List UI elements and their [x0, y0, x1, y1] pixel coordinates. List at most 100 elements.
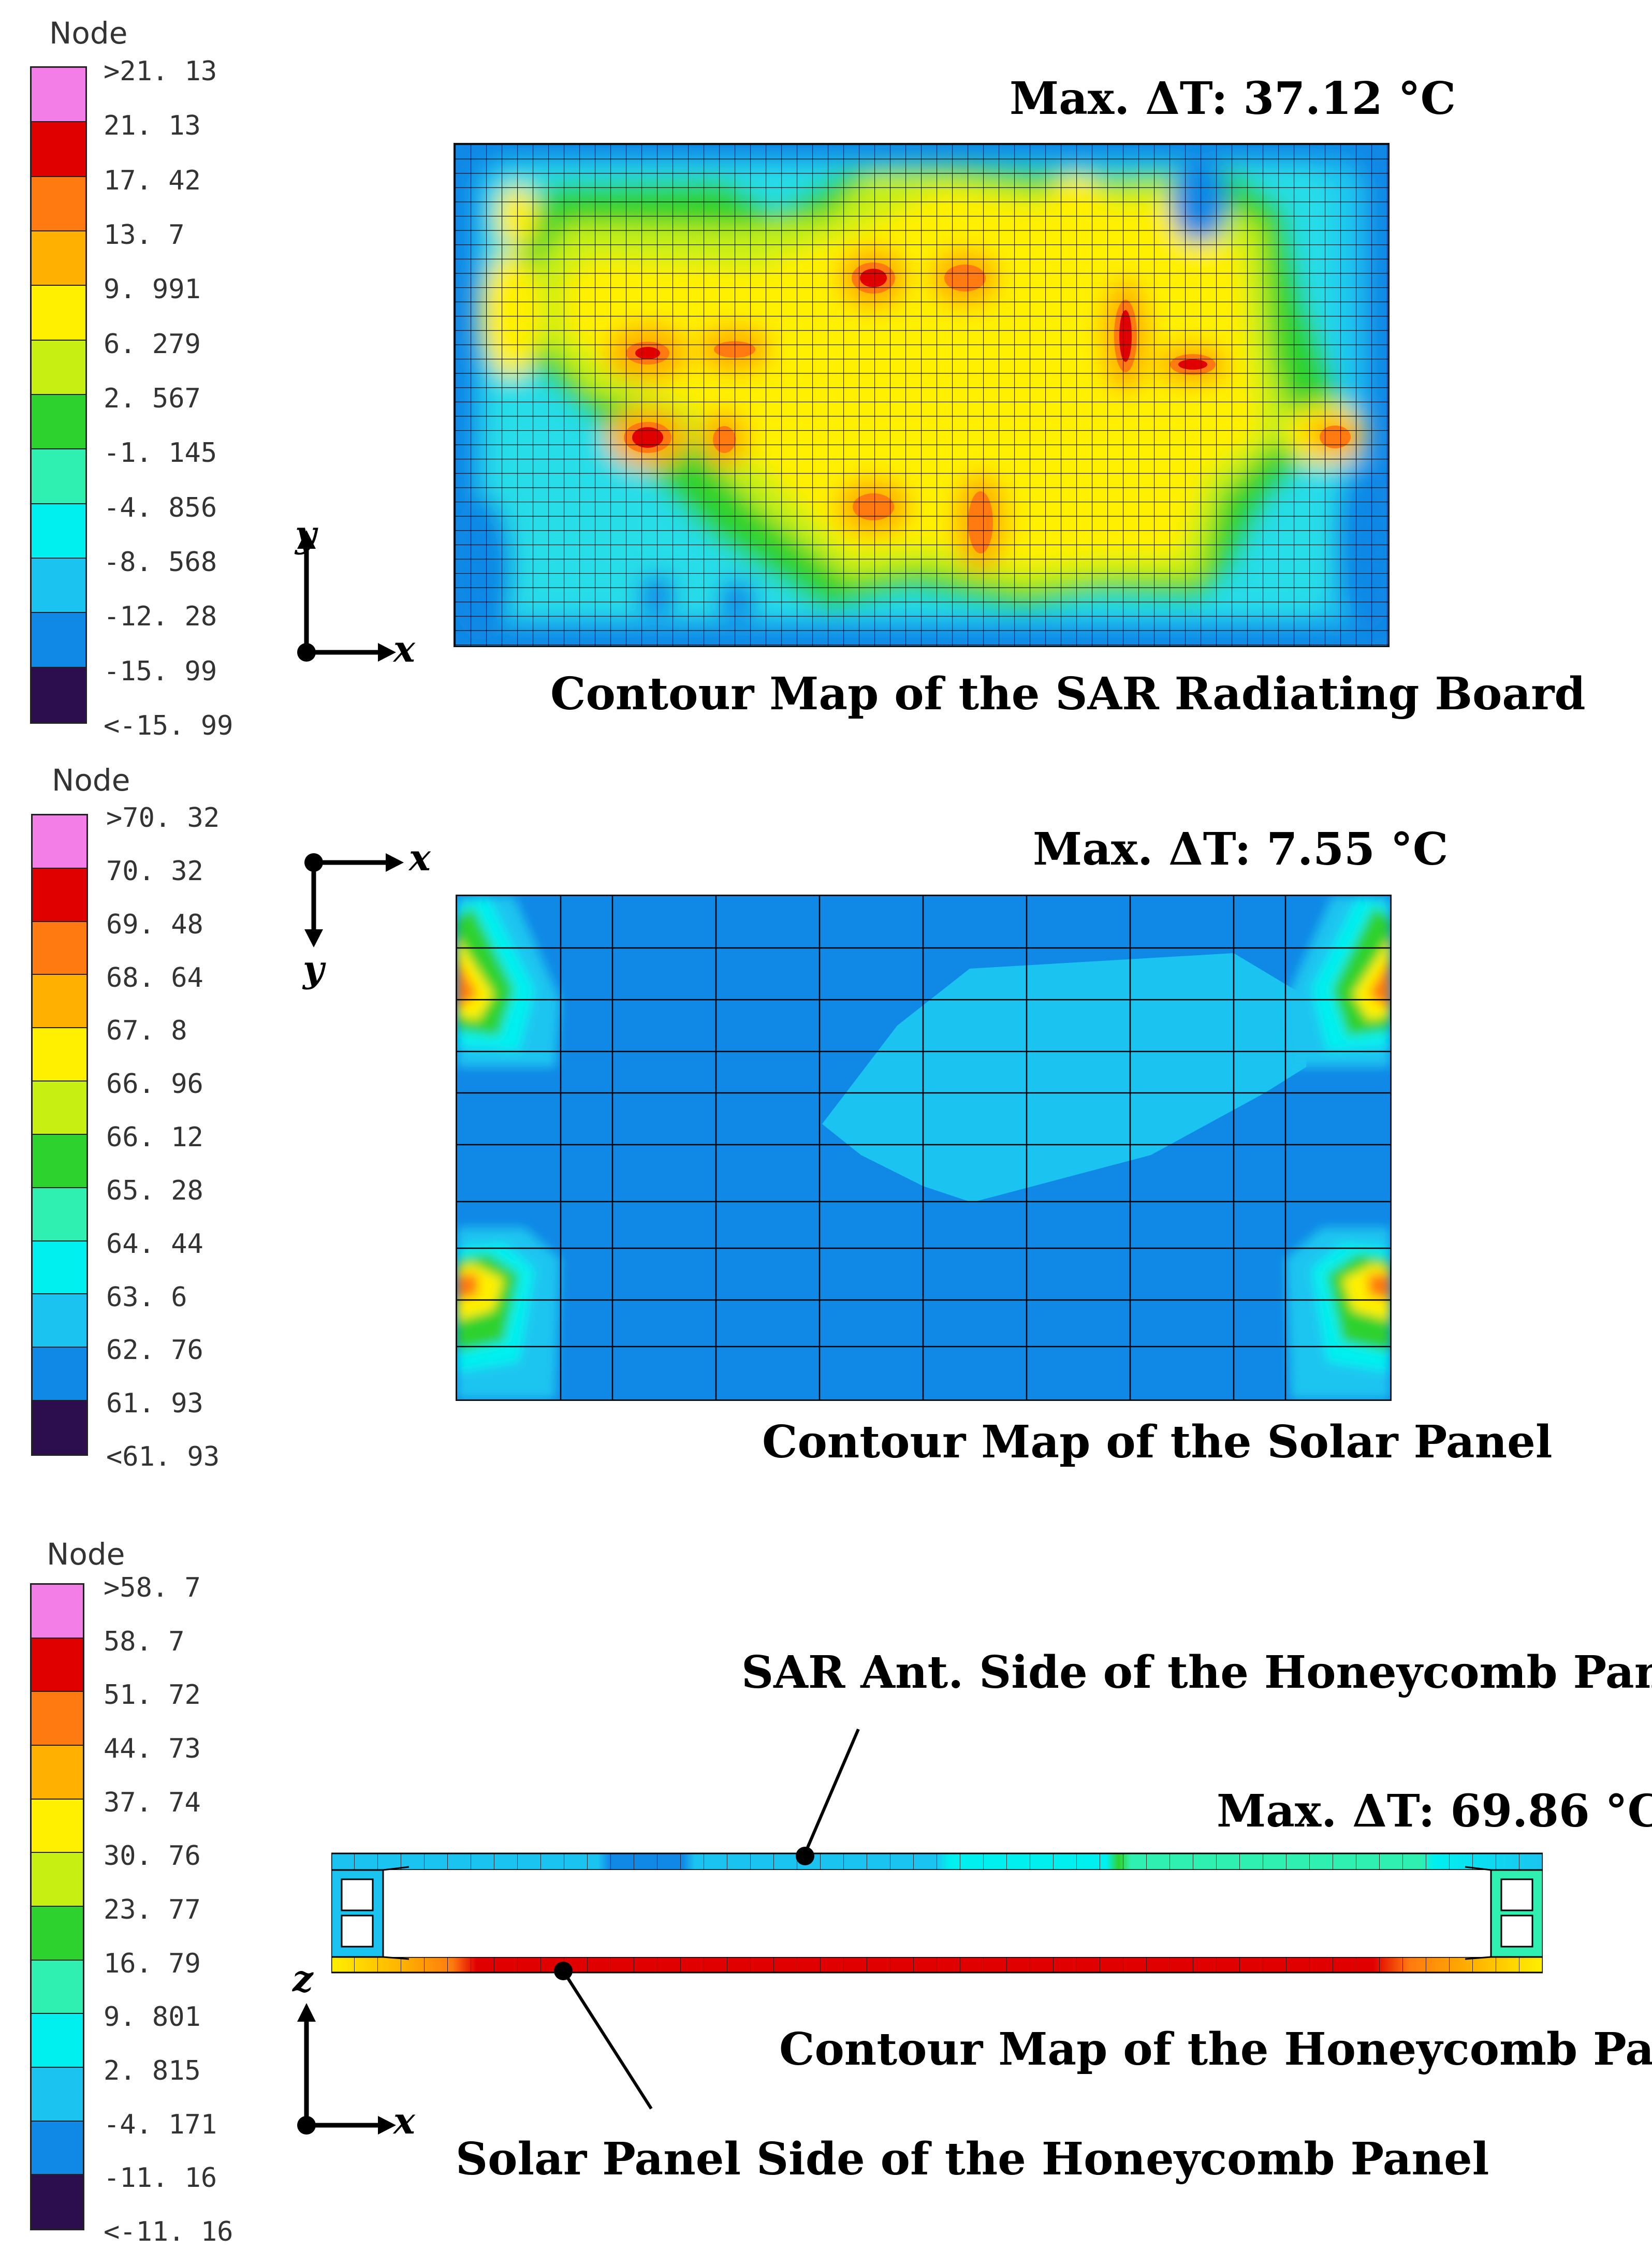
legend-swatch: [32, 1853, 83, 1907]
legend-swatch: [32, 1638, 83, 1692]
axis-label-y: y: [303, 947, 324, 990]
legend-label: 68. 64: [106, 962, 203, 993]
legend-label: 16. 79: [104, 1948, 201, 1979]
legend-label: 6. 279: [104, 328, 201, 360]
axis-indicator-xy: [290, 523, 409, 673]
honeycomb-cross-section: [331, 1848, 1543, 1983]
legend-swatch: [33, 868, 86, 922]
legend-swatch: [32, 68, 85, 123]
callout-leader-top: [777, 1724, 880, 1879]
legend-label: 70. 32: [106, 855, 203, 887]
axis-indicator-xz: [290, 1996, 409, 2146]
legend-swatch: [33, 815, 86, 869]
caption-honeycomb: Contour Map of the Honeycomb Panel: [779, 2023, 1652, 2076]
legend-swatch: [32, 177, 85, 231]
legend-swatch: [32, 449, 85, 504]
legend-swatch: [32, 613, 85, 668]
legend-swatch: [32, 2067, 83, 2122]
legend-swatch: [33, 922, 86, 975]
legend-swatch: [32, 1692, 83, 1746]
legend-label: 58. 7: [104, 1626, 185, 1657]
legend-label: 13. 7: [104, 220, 185, 251]
legend-swatch: [32, 504, 85, 559]
axis-label-x: x: [409, 836, 431, 879]
sar-contour-map: [454, 143, 1390, 647]
axis-label-y: y: [295, 513, 316, 556]
axis-label-x: x: [393, 2099, 415, 2142]
legend-swatch: [32, 1585, 83, 1639]
legend-color-bar: [30, 66, 87, 724]
legend-label: 21. 13: [104, 110, 201, 142]
solar-contour-map: [456, 895, 1392, 1401]
legend-label: 9. 991: [104, 274, 201, 305]
legend-title: Node: [49, 16, 128, 51]
legend-swatch: [32, 1906, 83, 1961]
legend-swatch: [33, 1028, 86, 1082]
legend-swatch: [33, 1348, 86, 1401]
legend-label: >70. 32: [106, 802, 220, 834]
max-delta-t-label: Max. ΔT: 37.12 °C: [1010, 72, 1456, 125]
callout-leader-bottom: [538, 1954, 673, 2130]
legend-label: >58. 7: [104, 1572, 201, 1603]
legend-label: 2. 815: [104, 2055, 201, 2086]
legend-swatch: [33, 975, 86, 1029]
legend-label: 69. 48: [106, 909, 203, 940]
legend-title: Node: [52, 763, 130, 798]
legend-color-bar: [31, 814, 88, 1456]
legend-label: -1. 145: [104, 437, 217, 469]
axis-label-z: z: [293, 1957, 313, 2000]
legend-swatch: [33, 1241, 86, 1295]
legend-swatch: [33, 1134, 86, 1188]
legend-swatch: [33, 1188, 86, 1241]
legend-swatch: [32, 2121, 83, 2175]
legend-label: 65. 28: [106, 1175, 203, 1206]
legend-swatch: [33, 1082, 86, 1135]
legend-label: <-15. 99: [104, 710, 233, 741]
legend-label: -15. 99: [104, 655, 217, 687]
legend-swatch: [32, 667, 85, 722]
legend-swatch: [32, 1745, 83, 1800]
legend-label: 66. 12: [106, 1122, 203, 1153]
legend-label: 9. 801: [104, 2001, 201, 2033]
axis-indicator-xy: [295, 844, 414, 968]
legend-label: -11. 16: [104, 2163, 217, 2194]
legend-swatch: [32, 231, 85, 286]
max-delta-t-label: Max. ΔT: 7.55 °C: [1033, 823, 1449, 875]
legend-label: 23. 77: [104, 1894, 201, 1925]
legend-swatch: [32, 558, 85, 613]
legend-swatch: [33, 1401, 86, 1454]
legend-label: 61. 93: [106, 1388, 203, 1420]
callout-sar-side: SAR Ant. Side of the Honeycomb Panel: [741, 1646, 1652, 1699]
legend-swatch: [32, 395, 85, 450]
legend-label: >21. 13: [104, 56, 217, 87]
legend-label: 17. 42: [104, 165, 201, 196]
legend-label: 44. 73: [104, 1733, 201, 1764]
legend-label: 30. 76: [104, 1840, 201, 1872]
legend-swatch: [32, 1960, 83, 2014]
legend-label: -8. 568: [104, 547, 217, 578]
legend-swatch: [33, 1294, 86, 1348]
legend-label: -12. 28: [104, 601, 217, 633]
legend-swatch: [32, 1799, 83, 1853]
max-delta-t-label: Max. ΔT: 69.86 °C: [1217, 1785, 1652, 1837]
legend-label: -4. 856: [104, 492, 217, 523]
legend-title: Node: [47, 1537, 125, 1572]
legend-label: 37. 74: [104, 1787, 201, 1818]
legend-swatch: [32, 286, 85, 341]
legend-label: <-11. 16: [104, 2216, 233, 2247]
legend-label: 64. 44: [106, 1228, 203, 1260]
caption-sar: Contour Map of the SAR Radiating Board: [550, 668, 1586, 720]
legend-color-bar: [30, 1583, 84, 2230]
legend-label: <61. 93: [106, 1441, 220, 1472]
axis-label-x: x: [393, 627, 415, 670]
legend-swatch: [32, 340, 85, 395]
caption-solar: Contour Map of the Solar Panel: [762, 1416, 1553, 1468]
legend-label: -4. 171: [104, 2109, 217, 2140]
caption-solar-side: Solar Panel Side of the Honeycomb Panel: [456, 2133, 1489, 2185]
legend-label: 51. 72: [104, 1679, 201, 1711]
legend-label: 62. 76: [106, 1335, 203, 1366]
legend-label: 66. 96: [106, 1069, 203, 1100]
legend-label: 67. 8: [106, 1015, 187, 1047]
legend-label: 2. 567: [104, 383, 201, 414]
legend-swatch: [32, 2175, 83, 2229]
